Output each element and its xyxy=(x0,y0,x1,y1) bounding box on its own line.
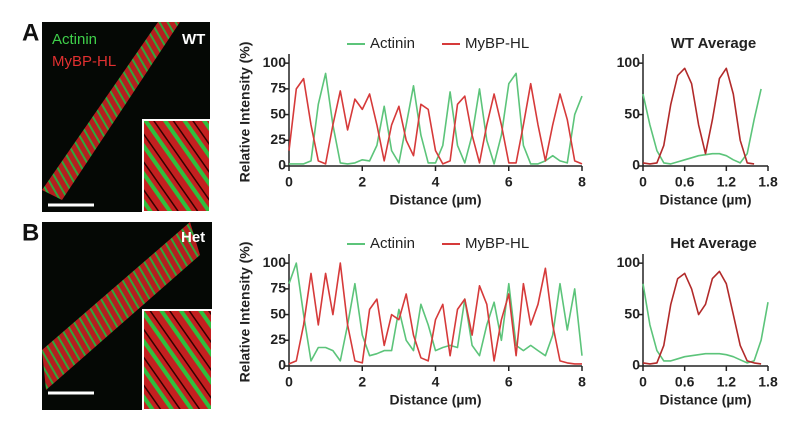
x-tick-label: 1.2 xyxy=(717,174,737,190)
y-tick-label: 50 xyxy=(270,105,286,121)
legend-label: Actinin xyxy=(370,35,415,52)
y-tick-label: 50 xyxy=(624,105,640,121)
y-tick-label: 100 xyxy=(263,254,287,270)
y-tick-label: 75 xyxy=(270,80,286,96)
series-line xyxy=(642,283,769,364)
y-tick-label: 75 xyxy=(270,280,286,296)
series-line xyxy=(642,88,762,165)
x-tick-label: 1.8 xyxy=(758,374,778,390)
x-axis-title: Distance (µm) xyxy=(389,392,481,408)
series-line xyxy=(642,67,755,165)
panel-letter: A xyxy=(22,19,39,46)
micrograph: Het xyxy=(42,222,213,411)
x-tick-label: 2 xyxy=(358,174,366,190)
legend-label: MyBP-HL xyxy=(465,35,529,52)
x-axis-title: Distance (µm) xyxy=(659,392,751,408)
y-tick-label: 25 xyxy=(270,131,286,147)
series-line xyxy=(288,77,583,165)
y-tick-label: 0 xyxy=(632,357,640,373)
x-tick-label: 0 xyxy=(285,374,293,390)
x-tick-label: 0.6 xyxy=(675,174,695,190)
series-line xyxy=(642,270,762,365)
x-tick-label: 0 xyxy=(639,174,647,190)
x-tick-label: 1.8 xyxy=(758,174,778,190)
y-tick-label: 0 xyxy=(632,157,640,173)
x-tick-label: 6 xyxy=(505,374,513,390)
stain-label: Actinin xyxy=(52,31,97,48)
legend-label: MyBP-HL xyxy=(465,235,529,252)
x-tick-label: 8 xyxy=(578,174,586,190)
x-axis-title: Distance (µm) xyxy=(389,192,481,208)
genotype-label: Het xyxy=(181,229,205,246)
y-tick-label: 50 xyxy=(624,305,640,321)
y-tick-label: 100 xyxy=(617,54,641,70)
y-tick-label: 100 xyxy=(263,54,287,70)
chart-title: Het Average xyxy=(670,235,756,252)
chart-title: WT Average xyxy=(671,35,757,52)
micrograph: Actinin MyBP-HL WT xyxy=(42,22,211,213)
y-axis-title: Relative Intensity (%) xyxy=(237,42,253,183)
x-tick-label: 4 xyxy=(432,174,440,190)
y-tick-label: 100 xyxy=(617,254,641,270)
x-tick-label: 4 xyxy=(432,374,440,390)
x-tick-label: 0.6 xyxy=(675,374,695,390)
y-tick-label: 25 xyxy=(270,331,286,347)
panel-letter: B xyxy=(22,219,39,246)
series-line xyxy=(288,262,582,365)
stain-label: MyBP-HL xyxy=(52,53,116,70)
x-tick-label: 1.2 xyxy=(717,374,737,390)
x-tick-label: 0 xyxy=(285,174,293,190)
y-tick-label: 0 xyxy=(278,357,286,373)
series-line xyxy=(288,262,583,362)
legend-label: Actinin xyxy=(370,235,415,252)
x-tick-label: 0 xyxy=(639,374,647,390)
series-line xyxy=(289,72,583,165)
x-tick-label: 8 xyxy=(578,374,586,390)
x-tick-label: 6 xyxy=(505,174,513,190)
genotype-label: WT xyxy=(182,31,205,48)
y-tick-label: 0 xyxy=(278,157,286,173)
x-axis-title: Distance (µm) xyxy=(659,192,751,208)
x-tick-label: 2 xyxy=(358,374,366,390)
y-tick-label: 50 xyxy=(270,305,286,321)
y-axis-title: Relative Intensity (%) xyxy=(237,242,253,383)
